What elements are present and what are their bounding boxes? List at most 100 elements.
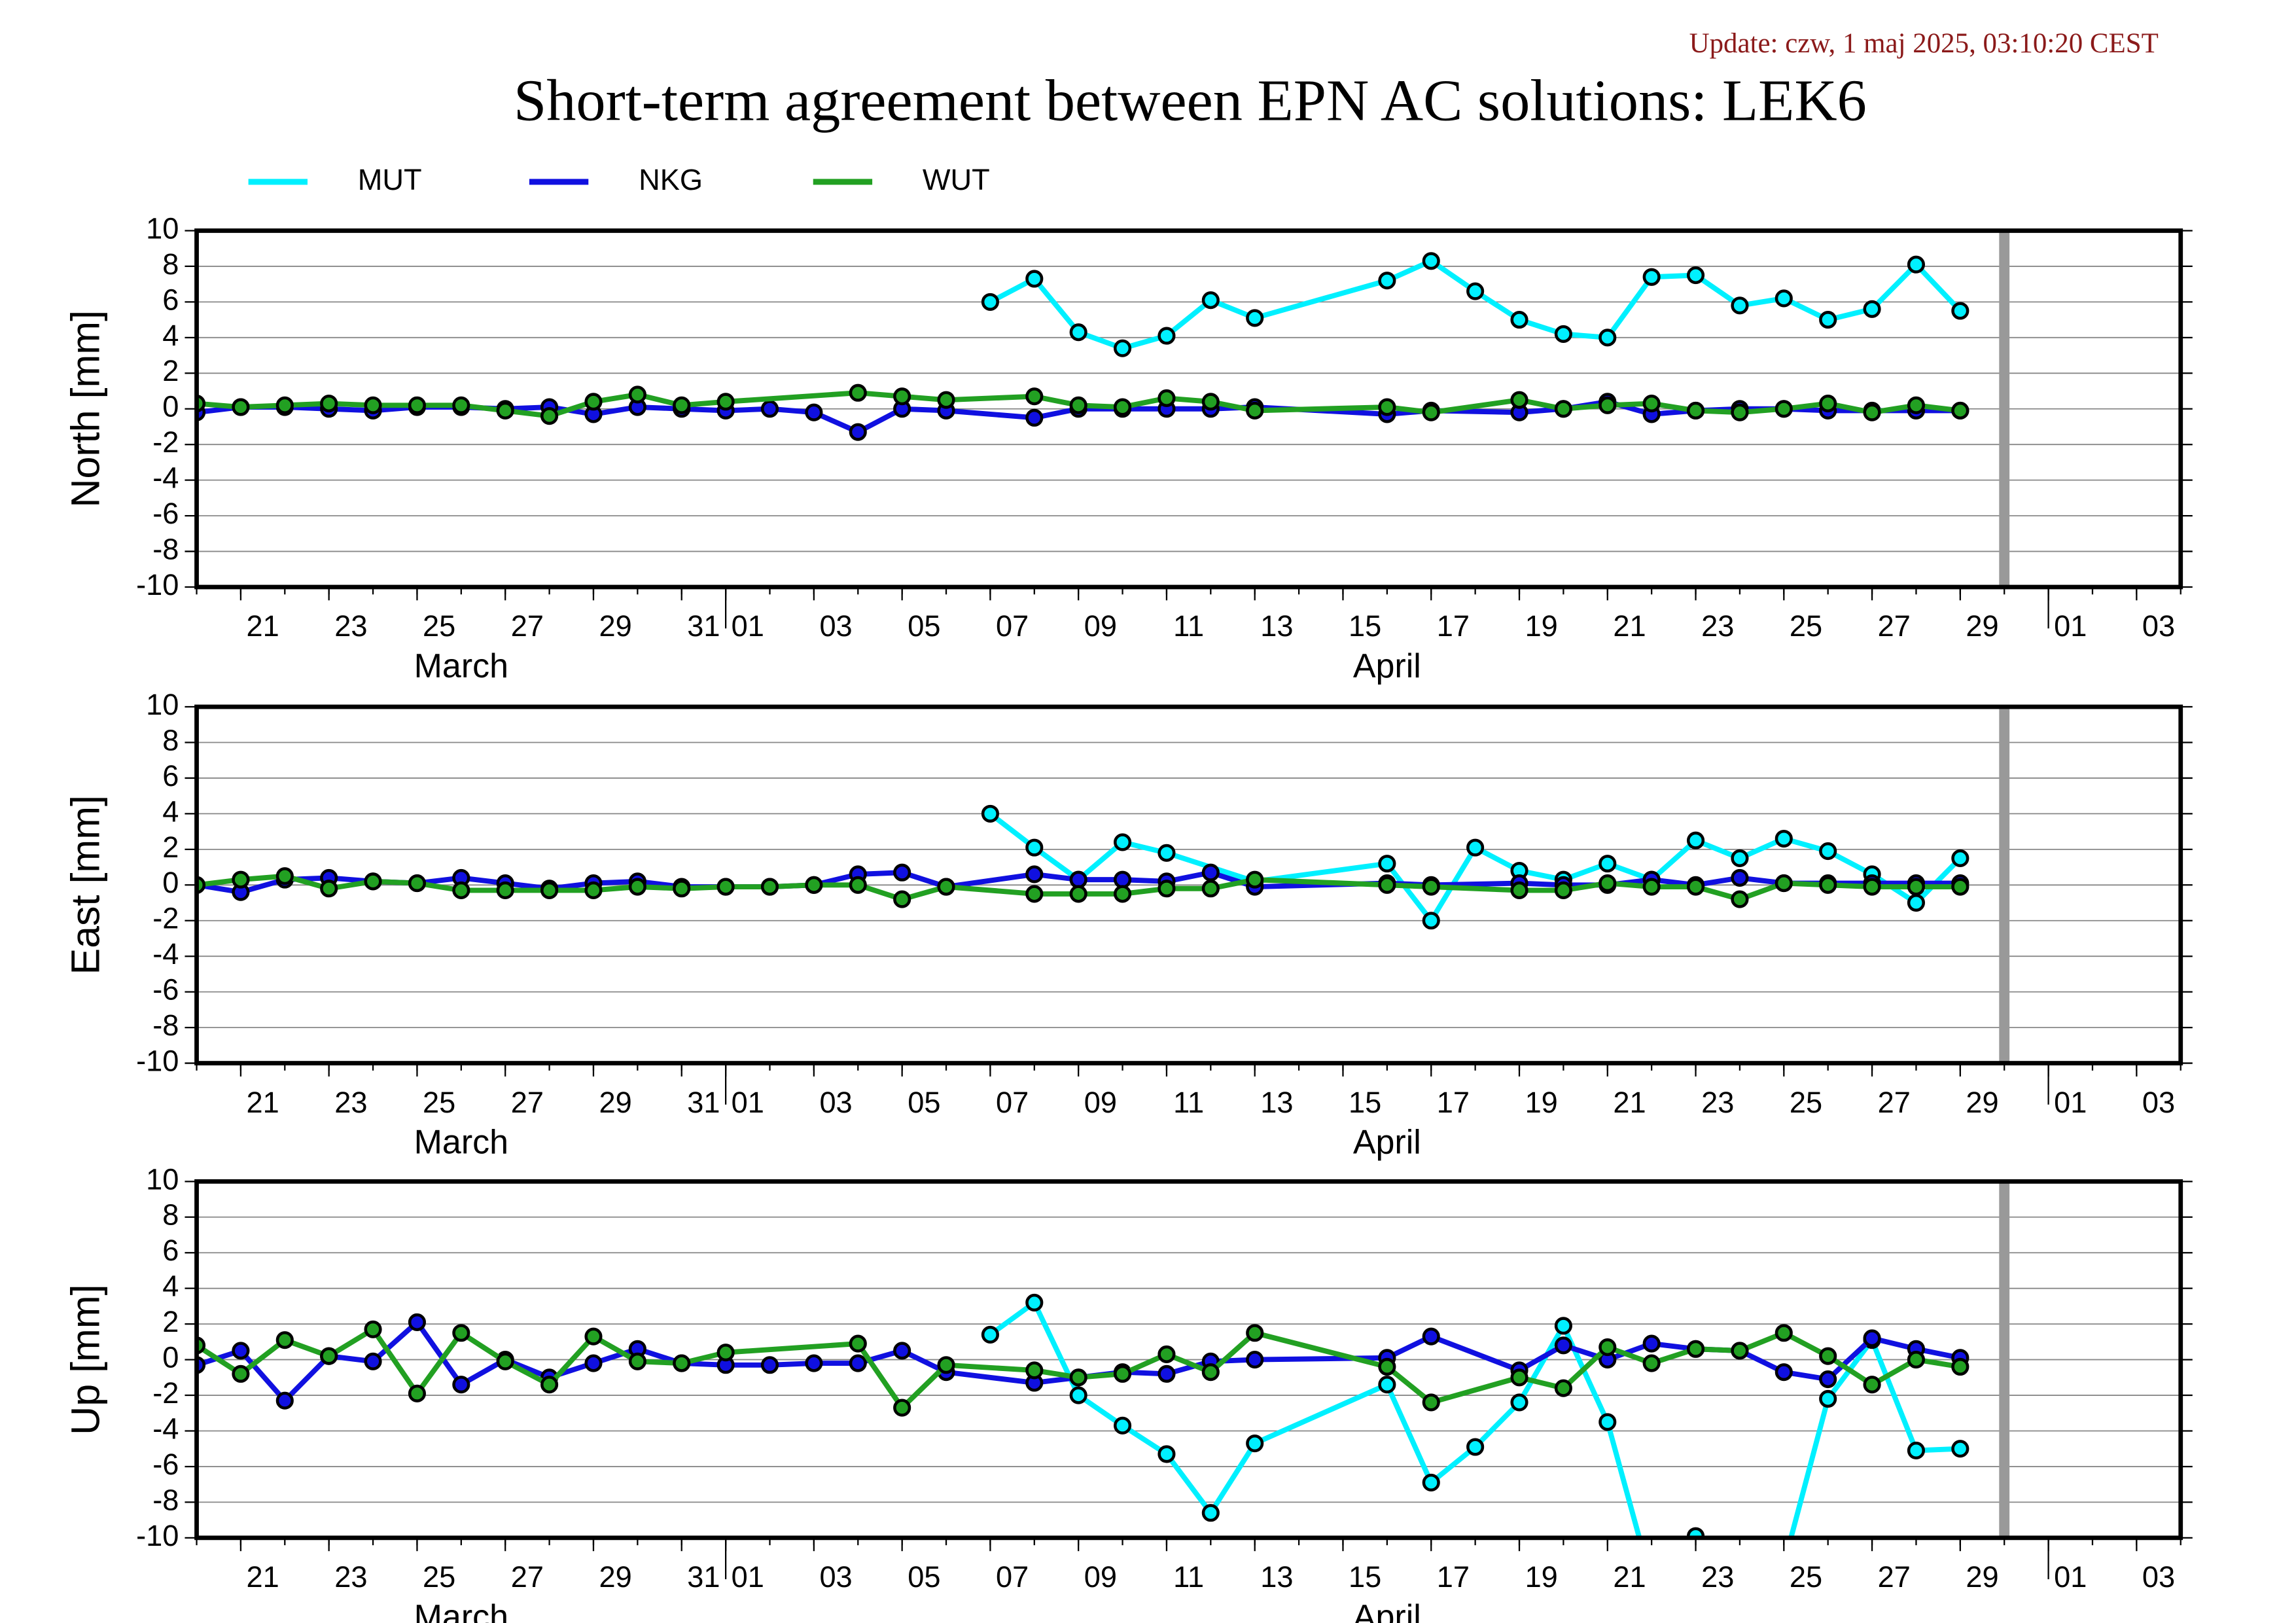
data-point — [981, 293, 999, 311]
data-point — [320, 1347, 338, 1365]
x-tick-label: 15 — [1349, 609, 1381, 643]
x-tick-label: 27 — [1878, 1086, 1911, 1119]
data-point — [1246, 1351, 1264, 1369]
data-point — [1554, 400, 1572, 418]
data-point — [1598, 1338, 1617, 1357]
data-point — [1466, 1438, 1485, 1456]
x-tick-label: 07 — [996, 1086, 1029, 1119]
data-point — [1951, 1357, 1969, 1376]
x-tick-label: 09 — [1084, 609, 1117, 643]
data-point — [1025, 1361, 1044, 1380]
x-tick-label: 29 — [599, 1086, 632, 1119]
x-tick-label: 01 — [2054, 1560, 2087, 1594]
data-point — [1157, 844, 1176, 862]
data-point — [1819, 1370, 1837, 1389]
month-label: March — [414, 1124, 508, 1162]
data-point — [1466, 838, 1485, 857]
data-point — [1466, 282, 1485, 300]
data-point — [1114, 339, 1132, 357]
data-point — [981, 1325, 999, 1344]
data-point — [849, 1354, 867, 1372]
data-point — [1907, 1351, 1926, 1369]
x-tick-label: 23 — [334, 609, 367, 643]
data-point — [320, 880, 338, 898]
data-point — [1775, 1363, 1793, 1382]
data-point — [760, 1356, 779, 1374]
data-point — [1114, 1416, 1132, 1435]
y-axis-label: Up [mm] — [63, 1284, 108, 1435]
data-point — [1246, 401, 1264, 420]
data-point — [1114, 1364, 1132, 1383]
x-tick-label: 03 — [2142, 609, 2175, 643]
data-point — [760, 400, 779, 418]
chart-title: Short-term agreement between EPN AC solu… — [514, 67, 1867, 133]
data-point — [275, 396, 294, 414]
data-point — [893, 1399, 911, 1417]
x-tick-label: 19 — [1525, 1560, 1558, 1594]
y-tick-label: 4 — [162, 1270, 179, 1303]
y-tick-label: 2 — [162, 1305, 179, 1338]
data-point — [1378, 272, 1396, 290]
data-point — [1819, 1389, 1837, 1408]
data-point — [628, 878, 646, 896]
x-tick-label: 23 — [1701, 1086, 1734, 1119]
data-point — [452, 1376, 470, 1394]
x-tick-label: 25 — [1790, 609, 1822, 643]
data-point — [805, 403, 823, 421]
data-point — [1598, 1413, 1617, 1431]
x-tick-label: 29 — [1966, 1560, 1998, 1594]
data-point — [1819, 395, 1837, 413]
data-point — [1422, 912, 1440, 930]
x-tick-label: 23 — [1701, 1560, 1734, 1594]
data-point — [1775, 829, 1793, 848]
data-point — [1686, 266, 1705, 285]
data-point — [1157, 389, 1176, 407]
data-point — [496, 881, 514, 900]
x-tick-label: 31 — [687, 609, 720, 643]
data-point — [275, 867, 294, 885]
data-point — [716, 878, 735, 896]
data-point — [320, 395, 338, 413]
y-tick-label: -10 — [136, 568, 179, 601]
x-tick-label: 25 — [1790, 1086, 1822, 1119]
x-tick-label: 23 — [334, 1560, 367, 1594]
x-tick-label: 03 — [819, 1560, 852, 1594]
data-point — [893, 890, 911, 908]
x-tick-label: 05 — [908, 1086, 940, 1119]
x-tick-label: 25 — [423, 609, 455, 643]
x-tick-label: 27 — [1878, 609, 1911, 643]
data-point — [805, 1354, 823, 1372]
data-point — [232, 1364, 250, 1383]
y-tick-label: -4 — [152, 1412, 179, 1445]
data-point — [1422, 1393, 1440, 1412]
data-point — [1554, 1379, 1572, 1397]
data-point — [1863, 403, 1881, 421]
data-point — [893, 863, 911, 882]
data-point — [1378, 398, 1396, 416]
plot-area — [196, 252, 1969, 441]
data-point — [364, 872, 382, 891]
x-tick-label: 29 — [599, 609, 632, 643]
data-point — [1510, 881, 1528, 900]
y-tick-label: 6 — [162, 283, 179, 316]
data-point — [1819, 876, 1837, 894]
data-point — [584, 1354, 603, 1372]
data-point — [1069, 870, 1087, 889]
y-axis-label: North [mm] — [63, 310, 108, 508]
data-point — [496, 1352, 514, 1370]
data-point — [364, 1352, 382, 1370]
y-tick-label: -6 — [152, 1448, 179, 1481]
data-point — [1201, 1363, 1220, 1382]
data-point — [408, 396, 426, 414]
data-point — [452, 396, 470, 414]
data-point — [364, 1320, 382, 1338]
y-tick-label: 4 — [162, 319, 179, 352]
data-point — [1114, 833, 1132, 851]
data-point — [1157, 1445, 1176, 1463]
y-tick-label: -10 — [136, 1519, 179, 1552]
data-point — [1731, 849, 1749, 868]
data-point — [1731, 403, 1749, 421]
x-tick-label: 15 — [1349, 1560, 1381, 1594]
x-tick-label: 19 — [1525, 609, 1558, 643]
data-point — [716, 1344, 735, 1362]
